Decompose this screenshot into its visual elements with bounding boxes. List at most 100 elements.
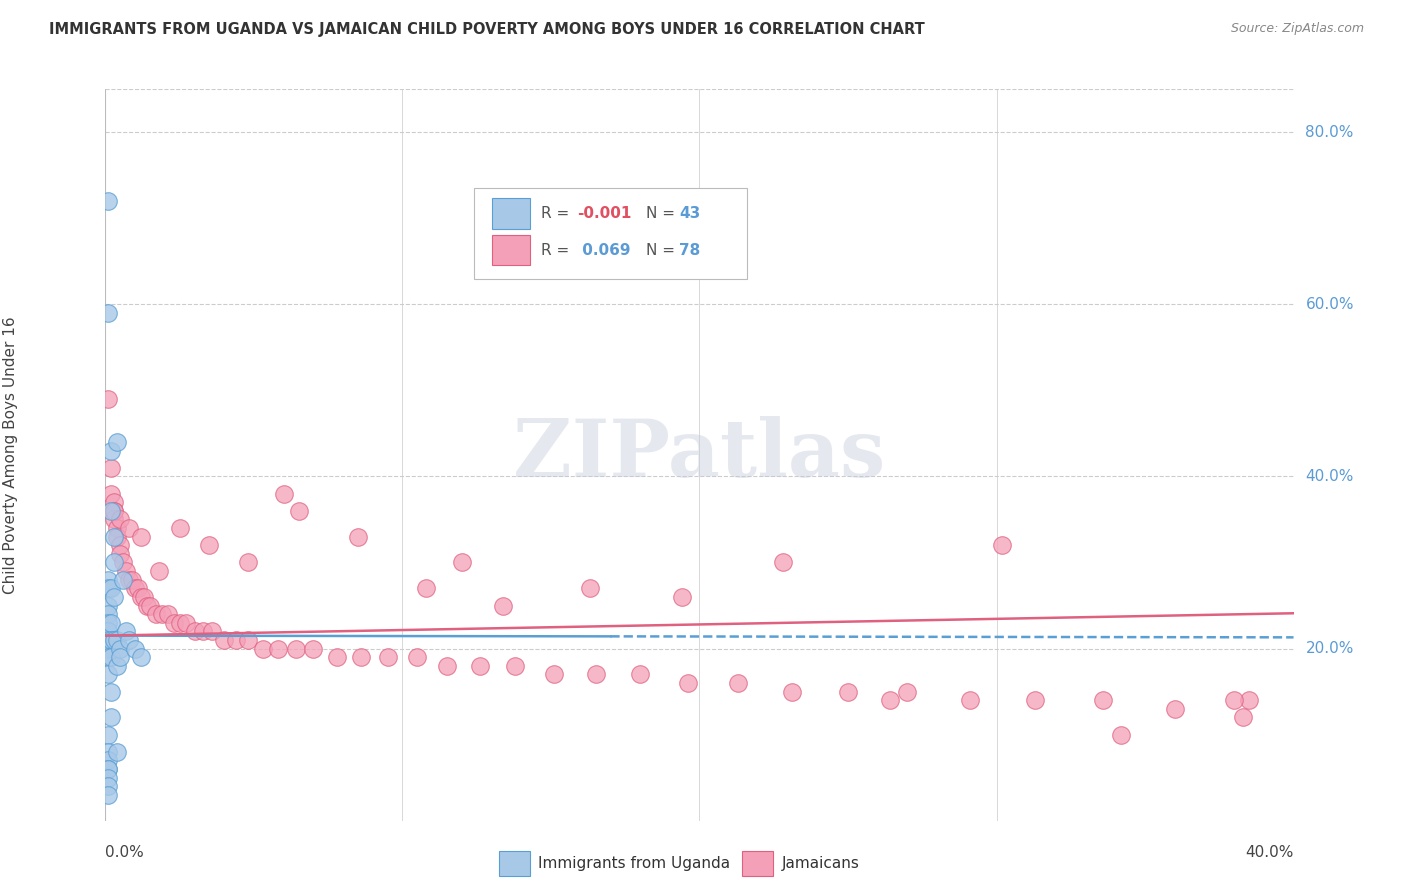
Point	[97, 624, 120, 639]
Point	[97, 788, 120, 802]
Point	[97, 762, 120, 776]
Point	[97, 599, 120, 613]
Point	[110, 547, 132, 561]
Point	[97, 607, 120, 621]
Text: 60.0%: 60.0%	[1305, 297, 1354, 312]
Point	[214, 632, 236, 647]
Point	[100, 582, 122, 596]
Point	[97, 194, 120, 208]
Point	[1223, 693, 1246, 707]
Point	[302, 641, 325, 656]
Point	[468, 658, 491, 673]
Point	[148, 564, 170, 578]
Point	[97, 650, 120, 665]
Point	[169, 521, 191, 535]
Point	[105, 435, 128, 450]
Point	[103, 495, 125, 509]
Point	[139, 599, 162, 613]
Point	[727, 676, 749, 690]
Point	[112, 556, 135, 570]
Text: 80.0%: 80.0%	[1305, 125, 1354, 140]
Point	[97, 779, 120, 793]
Point	[103, 530, 125, 544]
Point	[115, 564, 138, 578]
Text: IMMIGRANTS FROM UGANDA VS JAMAICAN CHILD POVERTY AMONG BOYS UNDER 16 CORRELATION: IMMIGRANTS FROM UGANDA VS JAMAICAN CHILD…	[49, 22, 925, 37]
Point	[236, 556, 259, 570]
Point	[103, 504, 125, 518]
Text: 20.0%: 20.0%	[1305, 641, 1354, 656]
Point	[100, 684, 122, 698]
Point	[129, 530, 152, 544]
Point	[1092, 693, 1115, 707]
Point	[174, 615, 197, 630]
Point	[110, 650, 132, 665]
Point	[129, 590, 152, 604]
FancyBboxPatch shape	[474, 188, 747, 279]
Point	[110, 641, 132, 656]
Point	[780, 684, 803, 698]
Text: R =: R =	[541, 206, 575, 221]
Text: 43: 43	[679, 206, 700, 221]
Point	[837, 684, 859, 698]
Point	[97, 573, 120, 587]
Point	[273, 486, 295, 500]
Text: R =: R =	[541, 243, 575, 258]
Point	[115, 624, 138, 639]
Point	[169, 615, 191, 630]
Point	[1237, 693, 1260, 707]
Point	[326, 650, 349, 665]
Point	[110, 538, 132, 552]
Point	[1164, 702, 1187, 716]
Point	[97, 392, 120, 406]
Point	[132, 590, 155, 604]
Point	[112, 573, 135, 587]
Point	[1232, 710, 1254, 724]
Point	[97, 306, 120, 320]
Point	[183, 624, 205, 639]
Point	[450, 556, 472, 570]
Point	[671, 590, 693, 604]
Point	[105, 745, 128, 759]
FancyBboxPatch shape	[492, 235, 530, 266]
Point	[127, 582, 149, 596]
Point	[1024, 693, 1046, 707]
Point	[100, 710, 122, 724]
Point	[676, 676, 699, 690]
Text: Jamaicans: Jamaicans	[782, 856, 859, 871]
Point	[225, 632, 247, 647]
Point	[103, 556, 125, 570]
Point	[350, 650, 373, 665]
Text: -0.001: -0.001	[576, 206, 631, 221]
Point	[100, 615, 122, 630]
Point	[105, 521, 128, 535]
Text: Child Poverty Among Boys Under 16: Child Poverty Among Boys Under 16	[3, 316, 18, 594]
Point	[991, 538, 1014, 552]
Point	[100, 504, 122, 518]
Point	[103, 512, 125, 526]
Point	[252, 641, 274, 656]
Point	[1109, 728, 1132, 742]
Point	[136, 599, 159, 613]
Point	[100, 486, 122, 500]
Text: 0.069: 0.069	[576, 243, 631, 258]
Point	[100, 632, 122, 647]
Point	[415, 582, 437, 596]
FancyBboxPatch shape	[492, 198, 530, 229]
Point	[772, 556, 794, 570]
Text: 40.0%: 40.0%	[1305, 469, 1354, 484]
Point	[129, 650, 152, 665]
Point	[110, 512, 132, 526]
Point	[97, 615, 120, 630]
Point	[879, 693, 901, 707]
Point	[121, 573, 143, 587]
Point	[406, 650, 429, 665]
Point	[150, 607, 173, 621]
Point	[97, 771, 120, 785]
Point	[193, 624, 215, 639]
Point	[145, 607, 167, 621]
Point	[97, 632, 120, 647]
Point	[97, 753, 120, 767]
Point	[97, 762, 120, 776]
Point	[236, 632, 259, 647]
Point	[97, 728, 120, 742]
